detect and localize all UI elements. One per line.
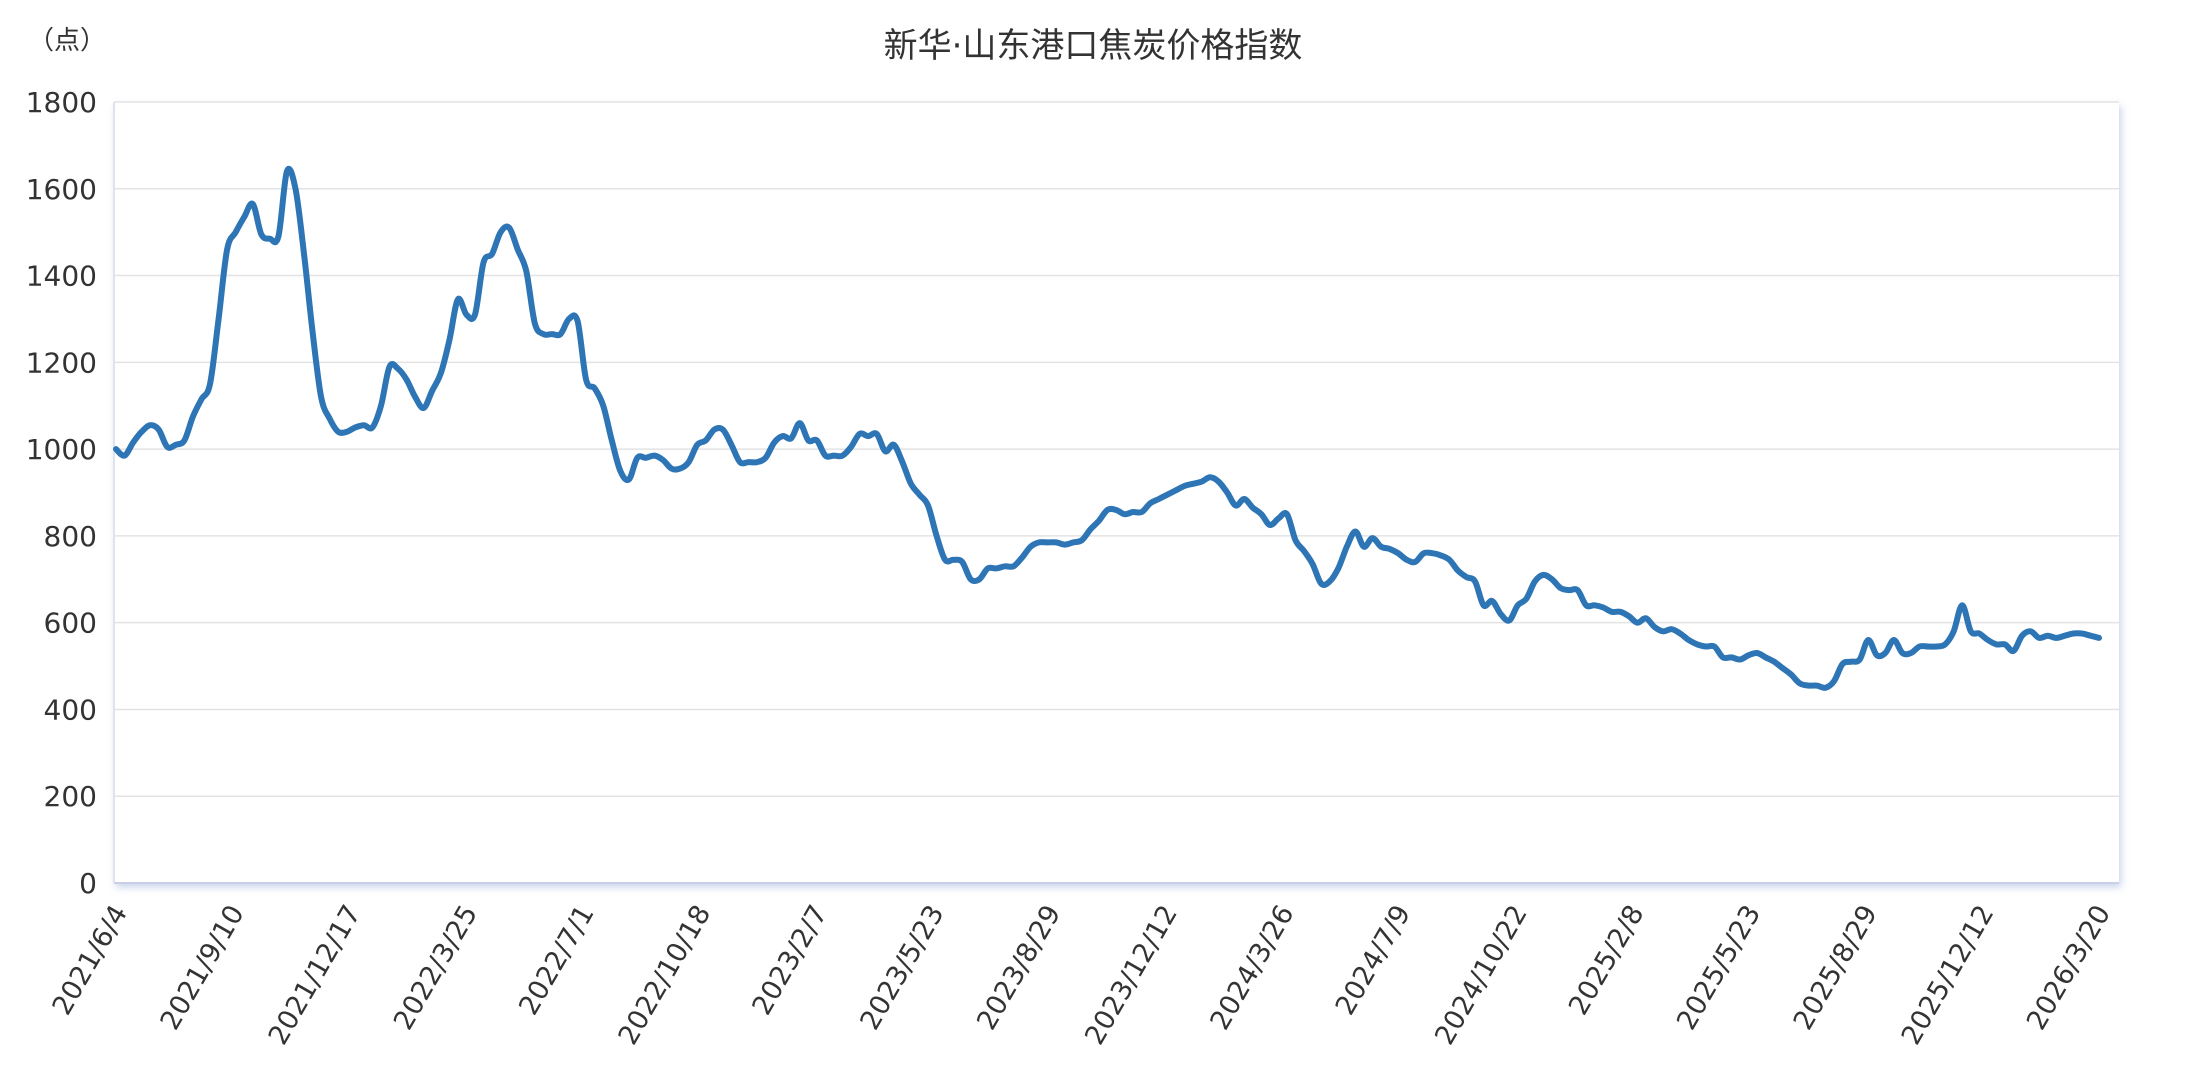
x-tick-label: 2022/3/25 <box>388 900 484 1035</box>
y-tick-label: 1600 <box>26 173 97 206</box>
y-tick-label: 1800 <box>26 86 97 119</box>
x-tick-label: 2026/3/20 <box>2021 900 2117 1035</box>
x-tick-label: 2021/9/10 <box>155 900 251 1035</box>
x-tick-label: 2023/5/23 <box>855 900 951 1035</box>
y-tick-label: 200 <box>44 780 97 813</box>
y-tick-label: 1400 <box>26 260 97 293</box>
y-tick-label: 600 <box>44 607 97 640</box>
y-tick-label: 800 <box>44 520 97 553</box>
x-tick-label: 2021/12/17 <box>263 900 368 1050</box>
x-tick-label: 2022/10/18 <box>613 900 718 1050</box>
x-tick-label: 2025/5/23 <box>1671 900 1767 1035</box>
x-tick-label: 2025/12/12 <box>1896 900 2001 1050</box>
gridlines <box>113 101 2119 884</box>
x-tick-label: 2024/7/9 <box>1330 900 1417 1021</box>
x-tick-label: 2023/2/7 <box>746 900 833 1021</box>
plot-area <box>114 102 2119 883</box>
x-tick-label: 2025/8/29 <box>1788 900 1884 1035</box>
x-tick-label: 2022/7/1 <box>513 900 600 1021</box>
x-tick-label: 2023/8/29 <box>971 900 1067 1035</box>
y-axis-unit-label: （点） <box>28 26 107 56</box>
x-tick-label: 2025/2/8 <box>1563 900 1650 1021</box>
y-tick-label: 400 <box>44 693 97 726</box>
x-tick-label: 2021/6/4 <box>47 900 134 1021</box>
chart-title: 新华·山东港口焦炭价格指数 <box>883 26 1303 66</box>
series-line <box>113 165 2102 691</box>
x-tick-label: 2023/12/12 <box>1079 900 1184 1050</box>
x-axis: 2021/6/4 2021/9/10 2021/12/17 2022/3/25 2022… <box>47 900 2117 1050</box>
y-tick-label: 0 <box>79 867 97 900</box>
x-tick-label: 2024/3/26 <box>1204 900 1300 1035</box>
y-tick-label: 1000 <box>26 433 97 466</box>
y-tick-label: 1200 <box>26 346 97 379</box>
x-tick-label: 2024/10/22 <box>1429 900 1534 1050</box>
y-axis: 0 200 400 600 800 1000 1200 1400 1600 1800 <box>26 86 97 900</box>
